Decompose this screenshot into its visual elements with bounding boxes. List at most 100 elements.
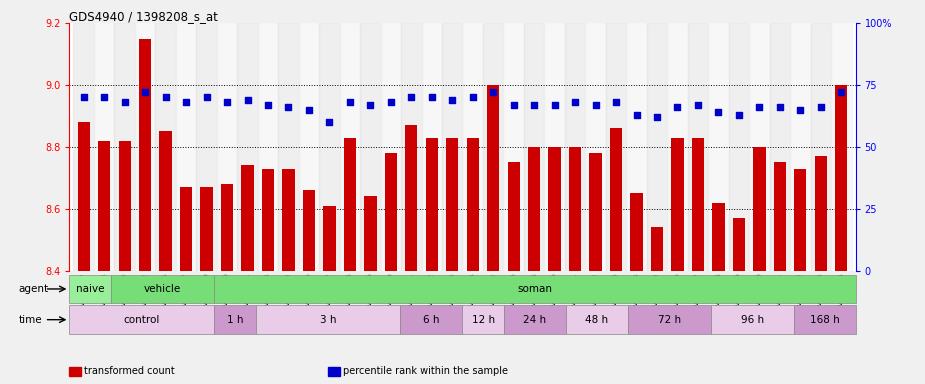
Point	[486, 89, 500, 96]
Text: 12 h: 12 h	[472, 314, 495, 325]
Bar	[360, 23, 380, 271]
Text: 6 h: 6 h	[424, 314, 439, 325]
Bar	[323, 206, 336, 271]
Bar	[442, 23, 462, 271]
Bar	[729, 23, 749, 271]
Bar	[794, 305, 856, 334]
Bar	[201, 187, 213, 271]
Point	[445, 97, 460, 103]
Bar	[299, 23, 319, 271]
Bar	[508, 162, 520, 271]
Bar	[651, 227, 663, 271]
Text: 168 h: 168 h	[809, 314, 840, 325]
Bar	[462, 23, 483, 271]
Bar	[566, 305, 628, 334]
Bar	[773, 162, 786, 271]
Point	[261, 102, 276, 108]
Bar	[364, 196, 376, 271]
Point	[179, 99, 193, 105]
Bar	[180, 187, 192, 271]
Bar	[565, 23, 586, 271]
Bar	[569, 147, 581, 271]
Bar	[606, 23, 626, 271]
Bar	[196, 23, 216, 271]
Bar	[672, 137, 684, 271]
Bar	[835, 85, 847, 271]
Point	[384, 99, 399, 105]
Bar	[380, 23, 401, 271]
Bar	[487, 85, 500, 271]
Point	[568, 99, 583, 105]
Bar	[503, 23, 524, 271]
Point	[281, 104, 296, 110]
Bar	[255, 305, 401, 334]
Bar	[815, 156, 827, 271]
Point	[548, 102, 562, 108]
Bar	[446, 137, 459, 271]
Text: 96 h: 96 h	[741, 314, 764, 325]
Bar	[483, 23, 503, 271]
Point	[465, 94, 480, 101]
Point	[793, 107, 808, 113]
Bar	[401, 305, 462, 334]
Point	[813, 104, 828, 110]
Text: transformed count: transformed count	[84, 366, 175, 376]
Bar	[647, 23, 667, 271]
Bar	[589, 153, 602, 271]
Point	[834, 89, 849, 96]
Bar	[462, 305, 504, 334]
Point	[158, 94, 173, 101]
Bar	[69, 275, 111, 303]
Text: 1 h: 1 h	[227, 314, 243, 325]
Bar	[628, 305, 710, 334]
Bar	[610, 128, 623, 271]
Point	[752, 104, 767, 110]
Bar	[319, 23, 339, 271]
Point	[240, 97, 255, 103]
Bar	[78, 122, 90, 271]
Point	[670, 104, 684, 110]
Point	[363, 102, 377, 108]
Bar	[810, 23, 831, 271]
Bar	[118, 141, 130, 271]
Bar	[795, 169, 807, 271]
Bar	[176, 23, 196, 271]
Point	[117, 99, 132, 105]
Bar	[466, 137, 479, 271]
Bar	[667, 23, 687, 271]
Bar	[749, 23, 770, 271]
Bar	[339, 23, 360, 271]
Bar	[709, 23, 729, 271]
Bar	[98, 141, 110, 271]
Point	[588, 102, 603, 108]
Bar	[692, 137, 704, 271]
Bar	[586, 23, 606, 271]
Text: agent: agent	[18, 284, 49, 294]
Point	[97, 94, 112, 101]
Point	[76, 94, 91, 101]
Bar	[278, 23, 299, 271]
Bar	[687, 23, 709, 271]
Text: naive: naive	[76, 284, 105, 294]
Bar	[626, 23, 647, 271]
Point	[732, 112, 746, 118]
Bar	[831, 23, 852, 271]
Bar	[631, 193, 643, 271]
Bar	[216, 23, 238, 271]
Point	[199, 94, 214, 101]
Bar	[405, 125, 417, 271]
Bar	[73, 23, 94, 271]
Point	[322, 119, 337, 125]
Text: 3 h: 3 h	[320, 314, 337, 325]
Text: 24 h: 24 h	[524, 314, 547, 325]
Point	[691, 102, 706, 108]
Bar	[426, 137, 438, 271]
Bar	[504, 305, 566, 334]
Bar	[155, 23, 176, 271]
Text: 48 h: 48 h	[586, 314, 609, 325]
Bar	[115, 23, 135, 271]
Bar	[238, 23, 258, 271]
Bar	[733, 218, 745, 271]
Bar	[215, 275, 856, 303]
Bar	[422, 23, 442, 271]
